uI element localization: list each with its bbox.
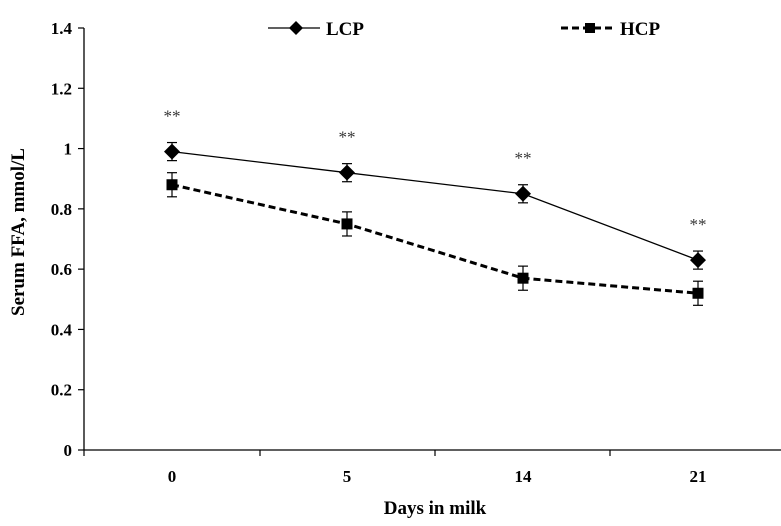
data-point-hcp: [341, 218, 353, 230]
y-tick-label: 0: [64, 441, 73, 460]
y-axis-title: Serum FFA, mmol/L: [8, 148, 29, 316]
x-tick-label: 5: [343, 467, 352, 486]
data-point-hcp: [692, 287, 704, 299]
series-line-lcp: [171, 150, 699, 261]
labels-layer: 0 0.2 0.4 0.6 0.8 1 1.2 1.4 0 5 14 21 ** ** ** **: [51, 19, 707, 486]
data-point-hcp: [166, 179, 178, 191]
legend-marker-hcp: [585, 23, 595, 33]
y-tick-label: 1: [64, 140, 73, 159]
significance-label: **: [515, 149, 532, 168]
x-tick-label: 21: [690, 467, 707, 486]
data-point-lcp: [690, 252, 706, 269]
y-tick-label: 0.4: [51, 320, 73, 339]
significance-label: **: [690, 215, 707, 234]
y-tick-label: 0.8: [51, 200, 72, 219]
y-tick-label: 1.2: [51, 79, 72, 98]
series-line-hcp: [171, 183, 699, 295]
data-point-hcp: [517, 272, 529, 284]
legend: LCP HCP: [268, 19, 661, 40]
legend-label-hcp: HCP: [620, 19, 661, 40]
significance-label: **: [164, 106, 181, 125]
x-axis-title: Days in milk: [384, 498, 487, 519]
significance-label: **: [339, 128, 356, 147]
y-tick-label: 1.4: [51, 19, 73, 38]
data-point-lcp: [515, 185, 531, 202]
legend-marker-lcp: [289, 21, 303, 35]
series-layer: [164, 141, 706, 306]
y-tick-label: 0.2: [51, 381, 72, 400]
data-point-lcp: [339, 164, 355, 181]
y-tick-label: 0.6: [51, 260, 72, 279]
axes: [78, 27, 781, 456]
x-tick-label: 0: [168, 467, 177, 486]
data-point-lcp: [164, 143, 180, 160]
x-tick-label: 14: [515, 467, 533, 486]
legend-label-lcp: LCP: [326, 19, 364, 40]
